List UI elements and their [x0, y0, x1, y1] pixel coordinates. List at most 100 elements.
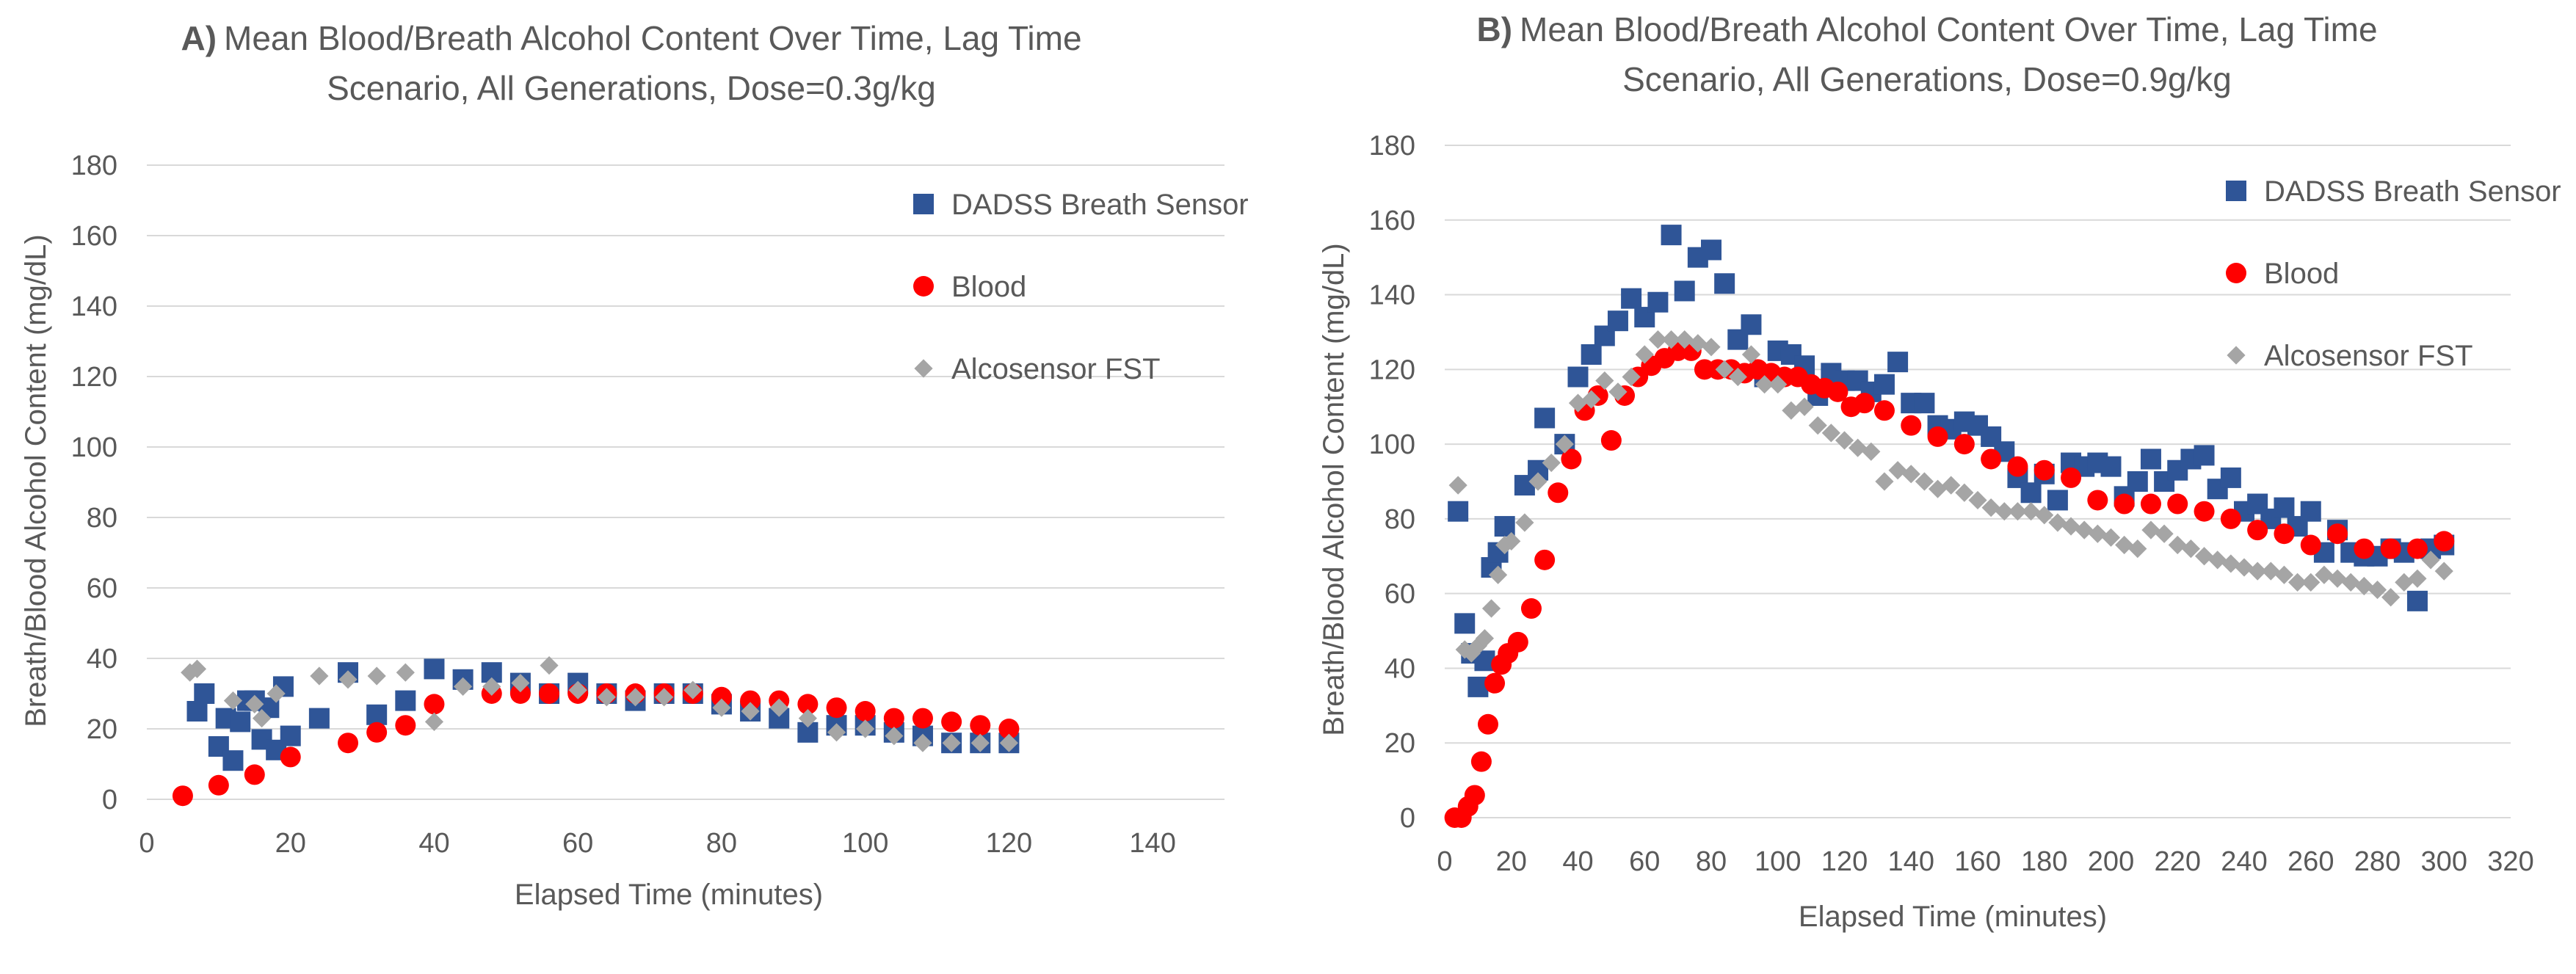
- blood-point: [1484, 672, 1506, 694]
- alcosensor-fst-point: [655, 688, 674, 707]
- y-tick-label: 180: [1369, 131, 1415, 161]
- blood-point: [2380, 538, 2401, 559]
- dadss-breath-sensor-point: [1714, 273, 1735, 294]
- legend-marker-dadss-breath-sensor: [2226, 181, 2246, 201]
- alcosensor-fst-point: [1635, 345, 1654, 364]
- dadss-breath-sensor-point: [2406, 590, 2428, 611]
- alcosensor-fst-point: [223, 691, 243, 710]
- dadss-breath-sensor-point: [2300, 501, 2321, 522]
- dadss-breath-sensor-point: [222, 750, 244, 771]
- dadss-breath-sensor-point: [1661, 225, 1682, 246]
- alcosensor-fst-point: [2421, 550, 2440, 570]
- chart-a-title-line1: A) Mean Blood/Breath Alcohol Content Over…: [181, 19, 1081, 57]
- alcosensor-fst-point: [913, 733, 932, 752]
- blood-point: [855, 701, 876, 722]
- blood-point: [1600, 430, 1622, 451]
- blood-point: [395, 715, 416, 736]
- alcosensor-fst-point: [1448, 476, 1467, 495]
- y-tick-label: 160: [1369, 206, 1415, 236]
- blood-point: [2300, 534, 2321, 556]
- legend-marker-blood: [913, 276, 934, 297]
- alcosensor-fst-point: [712, 698, 731, 717]
- alcosensor-fst-point: [2168, 535, 2187, 555]
- x-tick-label: 280: [2354, 846, 2401, 877]
- alcosensor-fst-point: [2155, 524, 2174, 543]
- blood-point: [509, 683, 531, 704]
- alcosensor-fst-point: [597, 688, 616, 707]
- x-tick-label: 40: [418, 828, 449, 859]
- blood-point: [2406, 538, 2428, 559]
- dadss-breath-sensor-point: [2100, 456, 2122, 477]
- blood-point: [2327, 523, 2348, 545]
- x-tick-label: 0: [139, 828, 154, 859]
- x-tick-label: 80: [706, 828, 737, 859]
- alcosensor-fst-point: [1888, 461, 1907, 480]
- alcosensor-fst-point: [1955, 483, 1974, 502]
- alcosensor-fst-point: [454, 677, 473, 696]
- alcosensor-fst-point: [1795, 397, 1814, 416]
- chart-a-x-axis-title: Elapsed Time (minutes): [515, 879, 823, 911]
- alcosensor-fst-point: [1968, 490, 1987, 510]
- chart-a-gridlines: [147, 164, 1224, 800]
- alcosensor-fst-point: [396, 663, 415, 682]
- chart-b-title-line1: B) Mean Blood/Breath Alcohol Content Over…: [1476, 10, 2377, 48]
- blood-point: [998, 719, 1020, 739]
- chart-a-y-ticks: 0 20 40 60 80 100 120 140 160 180: [71, 150, 117, 815]
- alcosensor-fst-point: [2221, 554, 2241, 573]
- blood-point: [424, 694, 445, 715]
- y-tick-label: 120: [71, 362, 117, 393]
- blood-point: [2061, 467, 2082, 488]
- alcosensor-fst-point: [1782, 401, 1801, 420]
- chart-b-y-ticks: 0 20 40 60 80 100 120 140 160 180: [1369, 131, 1415, 834]
- alcosensor-fst-point: [1582, 390, 1601, 409]
- alcosensor-fst-point: [1675, 330, 1694, 349]
- dadss-breath-sensor-point: [424, 658, 445, 680]
- chart-a-points: [172, 656, 1020, 807]
- alcosensor-fst-point: [1835, 431, 1854, 450]
- blood-point: [1520, 598, 1542, 619]
- x-tick-label: 160: [1954, 846, 2000, 877]
- alcosensor-fst-point: [2141, 520, 2160, 539]
- dadss-breath-sensor-point: [2020, 482, 2042, 504]
- x-tick-label: 100: [1755, 846, 1801, 877]
- y-tick-label: 40: [87, 644, 117, 675]
- alcosensor-fst-point: [2261, 561, 2280, 581]
- alcosensor-fst-point: [1808, 416, 1827, 435]
- dadss-breath-sensor-point: [2127, 471, 2148, 492]
- alcosensor-fst-point: [2048, 513, 2067, 532]
- alcosensor-fst-point: [1702, 338, 1721, 357]
- dadss-breath-sensor-point: [1914, 393, 1935, 414]
- legend-marker-alcosensor-fst: [2227, 346, 2246, 365]
- alcosensor-fst-point: [367, 666, 386, 686]
- alcosensor-fst-point: [511, 674, 530, 693]
- alcosensor-fst-point: [181, 663, 200, 682]
- alcosensor-fst-point: [1555, 435, 1574, 454]
- blood-point: [1507, 631, 1528, 653]
- dadss-breath-sensor-point: [2274, 497, 2295, 518]
- dadss-breath-sensor-point: [308, 708, 330, 729]
- x-tick-label: 260: [2287, 846, 2334, 877]
- alcosensor-fst-point: [2341, 573, 2360, 592]
- alcosensor-fst-point: [1468, 636, 1487, 655]
- dadss-breath-sensor-point: [395, 690, 416, 711]
- dadss-breath-sensor-point: [2194, 445, 2215, 466]
- chart-a-title-text: Mean Blood/Breath Alcohol Content Over T…: [224, 19, 1082, 57]
- blood-point: [244, 764, 265, 785]
- alcosensor-fst-point: [1755, 375, 1774, 394]
- alcosensor-fst-point: [2022, 502, 2041, 521]
- alcosensor-fst-point: [2288, 573, 2307, 592]
- blood-point: [740, 690, 761, 711]
- blood-point: [2220, 508, 2241, 529]
- alcosensor-fst-point: [310, 666, 329, 686]
- x-tick-label: 140: [1888, 846, 1934, 877]
- alcosensor-fst-point: [187, 659, 207, 678]
- alcosensor-fst-point: [338, 670, 358, 689]
- dadss-breath-sensor-point: [186, 701, 208, 722]
- y-tick-label: 40: [1385, 653, 1415, 684]
- y-tick-label: 0: [102, 785, 117, 815]
- y-tick-label: 0: [1400, 803, 1415, 834]
- blood-point: [2140, 493, 2161, 515]
- x-tick-label: 140: [1129, 828, 1175, 859]
- dadss-breath-sensor-point: [1467, 676, 1489, 697]
